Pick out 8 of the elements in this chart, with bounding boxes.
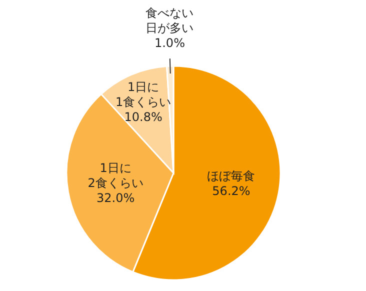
slice-label: 1日に 2食くらい (86, 160, 144, 191)
data-label: 56.2% (211, 184, 252, 200)
slice-label: 1日に 1食くらい (114, 80, 172, 110)
slice-label: 食べない日が多い (144, 6, 195, 36)
data-label: 10.8% (123, 110, 164, 125)
slice-label: ほぼ毎食 (206, 169, 256, 184)
data-label: 32.0% (95, 190, 136, 206)
data-label: 1.0% (153, 36, 186, 52)
